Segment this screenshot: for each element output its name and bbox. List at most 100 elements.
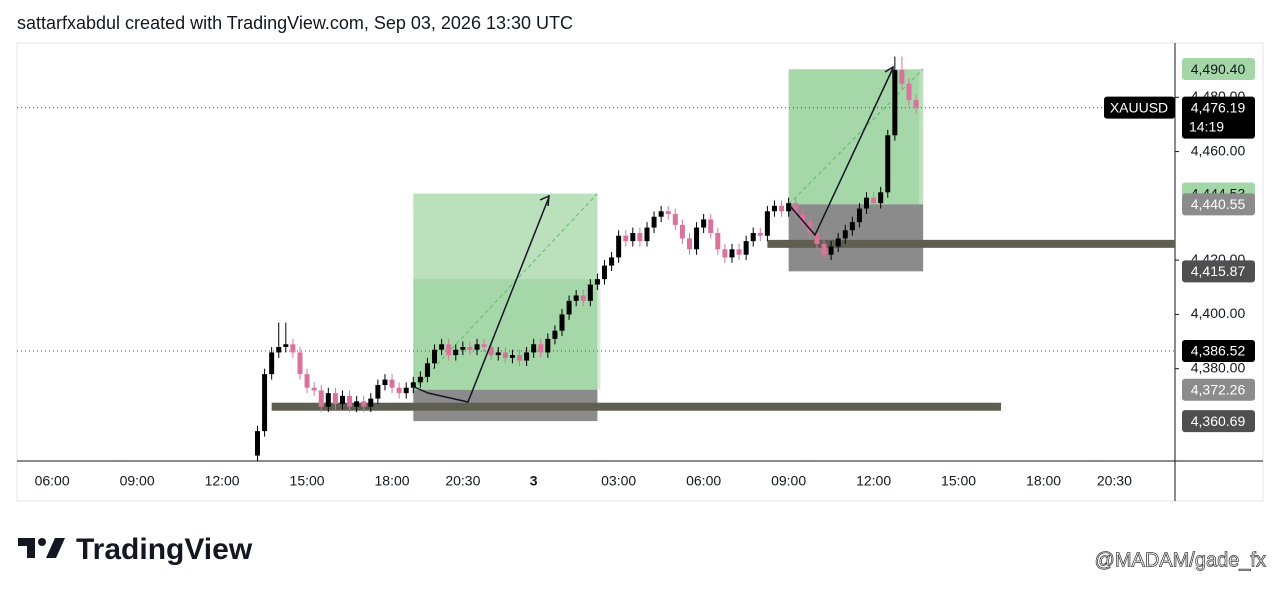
candle-body — [672, 214, 678, 225]
candle-body — [587, 284, 593, 301]
candle-body — [729, 249, 735, 258]
candle-body — [828, 246, 834, 255]
x-tick-label: 06:00 — [35, 473, 70, 489]
candle-body — [488, 347, 494, 356]
x-tick-label: 12:00 — [205, 473, 240, 489]
candle-body — [339, 395, 345, 404]
candle-body — [524, 352, 530, 361]
candle-body — [686, 238, 692, 250]
candle-body — [630, 233, 636, 242]
price-badge-label: 4,490.40 — [1191, 61, 1246, 77]
candle-body — [878, 192, 884, 204]
price-badge — [1182, 378, 1255, 401]
candle-body — [481, 344, 487, 347]
arrow-head — [539, 194, 550, 207]
x-tick-label: 12:00 — [856, 473, 891, 489]
candle-body — [743, 241, 749, 255]
position-path — [788, 68, 924, 205]
candle-body — [304, 374, 310, 388]
candle-body — [566, 300, 572, 315]
candle-body — [502, 352, 508, 358]
y-tick-label: 4,460.00 — [1191, 142, 1246, 158]
candle-body — [297, 352, 303, 375]
candle-body — [318, 390, 324, 407]
price-badge — [1182, 193, 1255, 216]
candle-body — [396, 387, 402, 394]
candle-body — [283, 344, 289, 347]
price-badge-label: 4,360.69 — [1191, 413, 1246, 429]
drawings — [411, 65, 894, 403]
candle-body — [800, 214, 806, 223]
candle-body — [864, 197, 870, 209]
candle-body — [651, 216, 657, 228]
candle-body — [814, 233, 820, 244]
candle-body — [439, 344, 445, 350]
candle-body — [552, 330, 558, 339]
candle-body — [835, 238, 841, 247]
current-price-label: 4,476.19 — [1191, 99, 1246, 115]
level-zone — [767, 239, 1175, 248]
candle-body — [375, 385, 381, 399]
x-tick-label: 15:00 — [941, 473, 976, 489]
x-tick-label: 20:30 — [445, 473, 480, 489]
candle-body — [644, 227, 650, 242]
candle-body — [262, 374, 268, 432]
candle-body — [771, 205, 777, 212]
candle-body — [467, 347, 473, 350]
candle-body — [432, 349, 438, 364]
candle-body — [453, 349, 459, 356]
header-text: sattarfxabdul created with TradingView.c… — [17, 13, 573, 33]
candle-body — [757, 233, 763, 236]
candle-body — [594, 279, 600, 285]
candle-body — [885, 135, 891, 193]
x-tick-label: 3 — [530, 473, 538, 489]
candle-body — [609, 257, 615, 266]
loss-zone — [788, 204, 924, 272]
price-badge — [1182, 58, 1255, 81]
candle-body — [842, 230, 848, 239]
x-tick-label: 15:00 — [290, 473, 325, 489]
price-badge-label: 4,415.87 — [1191, 263, 1246, 279]
price-badge-label: 4,386.52 — [1191, 343, 1246, 359]
level-zone — [271, 402, 1002, 411]
candle-body — [460, 347, 466, 350]
symbol-label: XAUUSD — [1110, 99, 1168, 115]
candle-body — [637, 233, 643, 242]
candle-body — [545, 338, 551, 353]
candle-body — [665, 211, 671, 214]
candle-body — [325, 393, 331, 407]
price-badge-label: 4,372.26 — [1191, 381, 1246, 397]
candle-body — [354, 401, 360, 407]
frame — [16, 42, 1264, 502]
candle-body — [708, 219, 714, 233]
candle-body — [538, 344, 544, 353]
countdown-label: 14:19 — [1189, 118, 1224, 134]
candle-body — [701, 219, 707, 228]
price-badge-label: 4,440.55 — [1191, 196, 1246, 212]
candle-body — [446, 344, 452, 356]
x-tick-label: 18:00 — [375, 473, 410, 489]
candle-body — [601, 265, 607, 280]
axes: 06:00 09:00 12:00 15:00 18:00 20:30 3 03:00 06:0… — [35, 58, 1255, 489]
candle-body — [254, 431, 260, 456]
price-badge — [1182, 340, 1255, 363]
candle-body — [764, 211, 770, 236]
price-badge — [1182, 410, 1255, 433]
candle-body — [269, 352, 275, 375]
x-tick-label: 09:00 — [120, 473, 155, 489]
symbol-tag — [1104, 96, 1175, 119]
candle-body — [495, 352, 501, 356]
logo-mark — [38, 538, 46, 546]
logo-mark — [18, 538, 35, 558]
position-path — [412, 193, 598, 391]
x-tick-label: 20:30 — [1097, 473, 1132, 489]
candle-body — [658, 211, 664, 217]
candle-body — [368, 398, 374, 407]
candle-body — [871, 197, 877, 204]
candle-body — [849, 222, 855, 231]
candle-body — [779, 205, 785, 212]
candle-body — [424, 363, 430, 377]
candle-body — [786, 203, 792, 212]
